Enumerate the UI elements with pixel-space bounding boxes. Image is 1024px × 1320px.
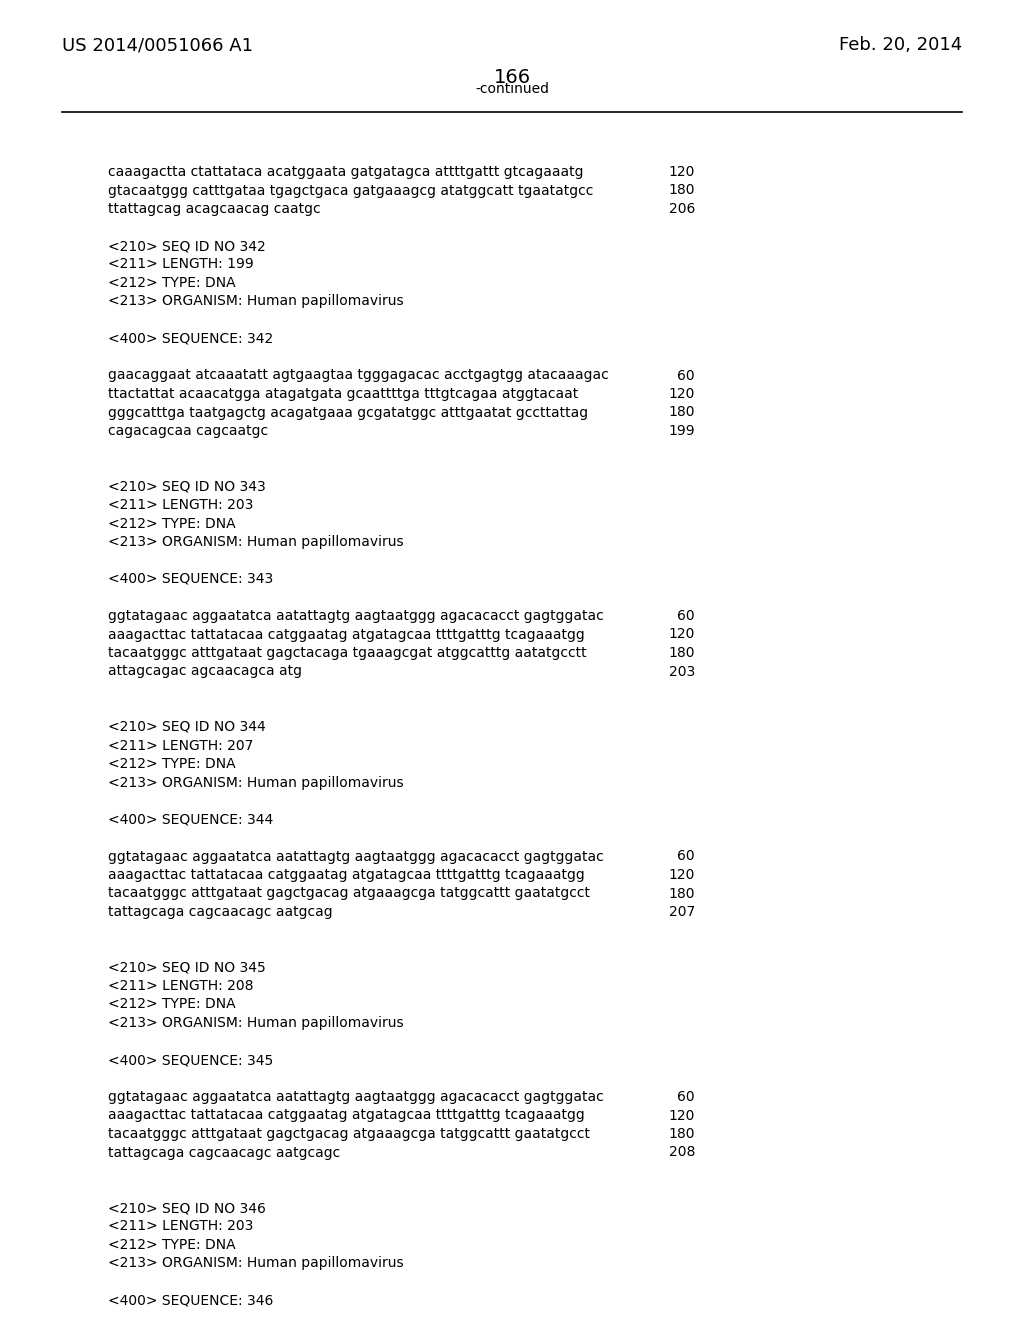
Text: Feb. 20, 2014: Feb. 20, 2014 — [839, 36, 962, 54]
Text: gtacaatggg catttgataa tgagctgaca gatgaaagcg atatggcatt tgaatatgcc: gtacaatggg catttgataa tgagctgaca gatgaaa… — [108, 183, 593, 198]
Text: 120: 120 — [669, 165, 695, 180]
Text: aaagacttac tattatacaa catggaatag atgatagcaa ttttgatttg tcagaaatgg: aaagacttac tattatacaa catggaatag atgatag… — [108, 627, 585, 642]
Text: <211> LENGTH: 203: <211> LENGTH: 203 — [108, 1220, 253, 1233]
Text: <400> SEQUENCE: 344: <400> SEQUENCE: 344 — [108, 813, 273, 826]
Text: aaagacttac tattatacaa catggaatag atgatagcaa ttttgatttg tcagaaatgg: aaagacttac tattatacaa catggaatag atgatag… — [108, 869, 585, 882]
Text: <211> LENGTH: 203: <211> LENGTH: 203 — [108, 498, 253, 512]
Text: <211> LENGTH: 207: <211> LENGTH: 207 — [108, 738, 253, 752]
Text: gggcatttga taatgagctg acagatgaaa gcgatatggc atttgaatat gccttattag: gggcatttga taatgagctg acagatgaaa gcgatat… — [108, 405, 588, 420]
Text: <210> SEQ ID NO 346: <210> SEQ ID NO 346 — [108, 1201, 266, 1214]
Text: gaacaggaat atcaaatatt agtgaagtaa tgggagacac acctgagtgg atacaaagac: gaacaggaat atcaaatatt agtgaagtaa tgggaga… — [108, 368, 608, 383]
Text: tacaatgggc atttgataat gagctacaga tgaaagcgat atggcatttg aatatgcctt: tacaatgggc atttgataat gagctacaga tgaaagc… — [108, 645, 587, 660]
Text: <210> SEQ ID NO 345: <210> SEQ ID NO 345 — [108, 961, 266, 974]
Text: 180: 180 — [669, 645, 695, 660]
Text: <210> SEQ ID NO 342: <210> SEQ ID NO 342 — [108, 239, 266, 253]
Text: 203: 203 — [669, 664, 695, 678]
Text: aaagacttac tattatacaa catggaatag atgatagcaa ttttgatttg tcagaaatgg: aaagacttac tattatacaa catggaatag atgatag… — [108, 1109, 585, 1122]
Text: US 2014/0051066 A1: US 2014/0051066 A1 — [62, 36, 253, 54]
Text: 60: 60 — [677, 368, 695, 383]
Text: <213> ORGANISM: Human papillomavirus: <213> ORGANISM: Human papillomavirus — [108, 1257, 403, 1270]
Text: 60: 60 — [677, 1090, 695, 1104]
Text: 120: 120 — [669, 869, 695, 882]
Text: 180: 180 — [669, 183, 695, 198]
Text: caaagactta ctattataca acatggaata gatgatagca attttgattt gtcagaaatg: caaagactta ctattataca acatggaata gatgata… — [108, 165, 584, 180]
Text: 180: 180 — [669, 1127, 695, 1140]
Text: 120: 120 — [669, 387, 695, 401]
Text: 60: 60 — [677, 850, 695, 863]
Text: <212> TYPE: DNA: <212> TYPE: DNA — [108, 998, 236, 1011]
Text: <213> ORGANISM: Human papillomavirus: <213> ORGANISM: Human papillomavirus — [108, 294, 403, 309]
Text: tacaatgggc atttgataat gagctgacag atgaaagcga tatggcattt gaatatgcct: tacaatgggc atttgataat gagctgacag atgaaag… — [108, 1127, 590, 1140]
Text: ggtatagaac aggaatatca aatattagtg aagtaatggg agacacacct gagtggatac: ggtatagaac aggaatatca aatattagtg aagtaat… — [108, 609, 604, 623]
Text: 180: 180 — [669, 887, 695, 900]
Text: <210> SEQ ID NO 343: <210> SEQ ID NO 343 — [108, 479, 266, 494]
Text: ggtatagaac aggaatatca aatattagtg aagtaatggg agacacacct gagtggatac: ggtatagaac aggaatatca aatattagtg aagtaat… — [108, 850, 604, 863]
Text: <210> SEQ ID NO 344: <210> SEQ ID NO 344 — [108, 719, 266, 734]
Text: 206: 206 — [669, 202, 695, 216]
Text: <212> TYPE: DNA: <212> TYPE: DNA — [108, 516, 236, 531]
Text: ttactattat acaacatgga atagatgata gcaattttga tttgtcagaa atggtacaat: ttactattat acaacatgga atagatgata gcaattt… — [108, 387, 579, 401]
Text: attagcagac agcaacagca atg: attagcagac agcaacagca atg — [108, 664, 302, 678]
Text: <400> SEQUENCE: 346: <400> SEQUENCE: 346 — [108, 1294, 273, 1308]
Text: cagacagcaa cagcaatgc: cagacagcaa cagcaatgc — [108, 424, 268, 438]
Text: <213> ORGANISM: Human papillomavirus: <213> ORGANISM: Human papillomavirus — [108, 1016, 403, 1030]
Text: 120: 120 — [669, 627, 695, 642]
Text: 208: 208 — [669, 1146, 695, 1159]
Text: <211> LENGTH: 208: <211> LENGTH: 208 — [108, 979, 254, 993]
Text: ggtatagaac aggaatatca aatattagtg aagtaatggg agacacacct gagtggatac: ggtatagaac aggaatatca aatattagtg aagtaat… — [108, 1090, 604, 1104]
Text: 166: 166 — [494, 69, 530, 87]
Text: <400> SEQUENCE: 345: <400> SEQUENCE: 345 — [108, 1053, 273, 1067]
Text: <212> TYPE: DNA: <212> TYPE: DNA — [108, 1238, 236, 1251]
Text: <213> ORGANISM: Human papillomavirus: <213> ORGANISM: Human papillomavirus — [108, 535, 403, 549]
Text: -continued: -continued — [475, 82, 549, 96]
Text: <400> SEQUENCE: 343: <400> SEQUENCE: 343 — [108, 572, 273, 586]
Text: <213> ORGANISM: Human papillomavirus: <213> ORGANISM: Human papillomavirus — [108, 776, 403, 789]
Text: 199: 199 — [669, 424, 695, 438]
Text: 180: 180 — [669, 405, 695, 420]
Text: 60: 60 — [677, 609, 695, 623]
Text: tattagcaga cagcaacagc aatgcagc: tattagcaga cagcaacagc aatgcagc — [108, 1146, 340, 1159]
Text: <400> SEQUENCE: 342: <400> SEQUENCE: 342 — [108, 331, 273, 346]
Text: <212> TYPE: DNA: <212> TYPE: DNA — [108, 276, 236, 290]
Text: tacaatgggc atttgataat gagctgacag atgaaagcga tatggcattt gaatatgcct: tacaatgggc atttgataat gagctgacag atgaaag… — [108, 887, 590, 900]
Text: <211> LENGTH: 199: <211> LENGTH: 199 — [108, 257, 254, 272]
Text: 207: 207 — [669, 906, 695, 919]
Text: 120: 120 — [669, 1109, 695, 1122]
Text: <212> TYPE: DNA: <212> TYPE: DNA — [108, 756, 236, 771]
Text: ttattagcag acagcaacag caatgc: ttattagcag acagcaacag caatgc — [108, 202, 321, 216]
Text: tattagcaga cagcaacagc aatgcag: tattagcaga cagcaacagc aatgcag — [108, 906, 333, 919]
